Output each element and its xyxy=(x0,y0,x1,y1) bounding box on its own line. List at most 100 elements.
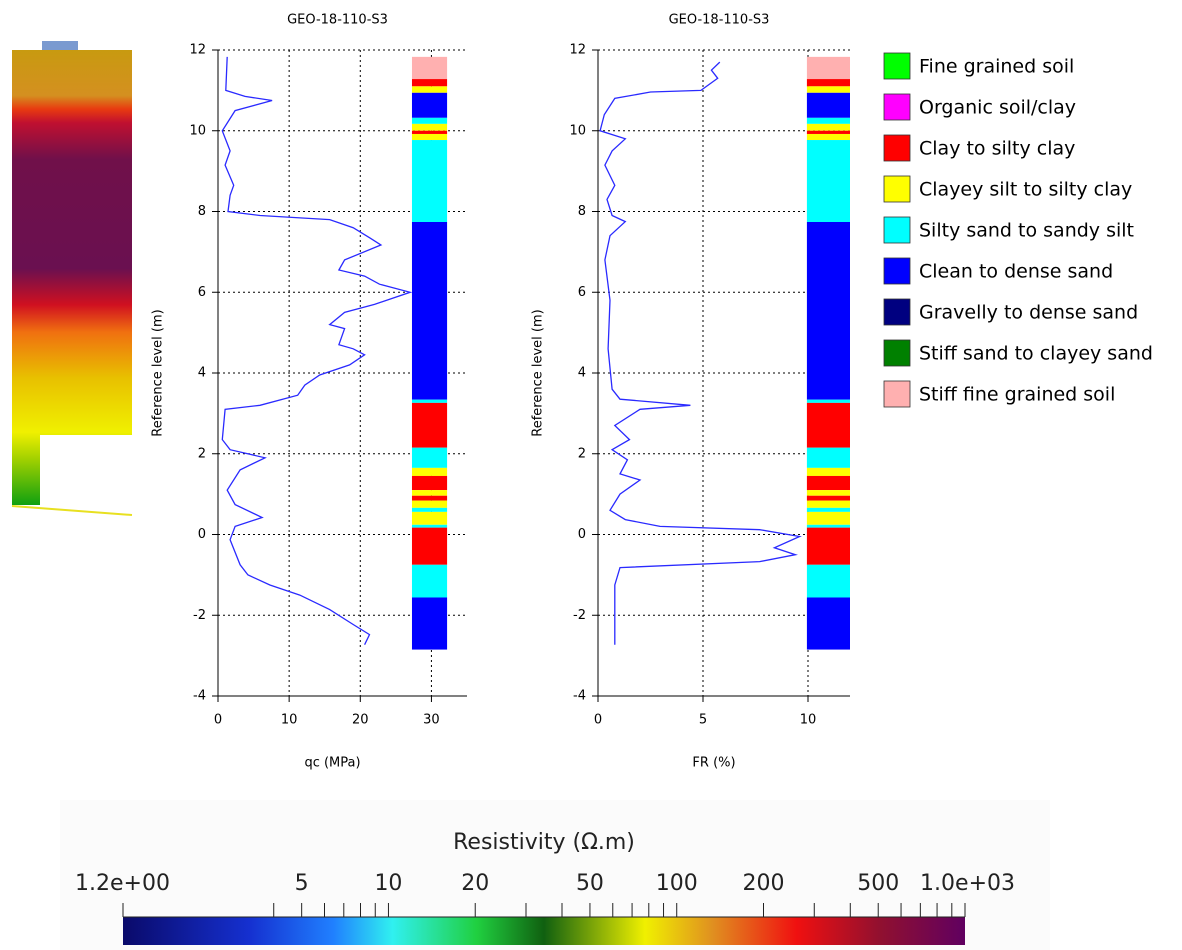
legend-label: Clayey silt to silty clay xyxy=(919,179,1132,201)
soil-layer xyxy=(806,507,850,512)
soil-layer xyxy=(411,507,448,512)
soil-layer xyxy=(806,79,850,87)
soil-layer xyxy=(411,56,448,80)
soil-layer xyxy=(806,447,850,468)
colorbar-tick-label: 500 xyxy=(857,871,899,896)
soil-layer xyxy=(806,527,850,565)
x-tick-label: 10 xyxy=(800,713,817,728)
x-tick-label: 20 xyxy=(352,713,369,728)
soil-layer xyxy=(806,500,850,508)
soil-layer xyxy=(411,524,448,528)
y-tick-label: -2 xyxy=(193,608,206,623)
legend-label: Gravelly to dense sand xyxy=(919,302,1138,324)
legend-label: Clay to silty clay xyxy=(919,138,1075,160)
x-tick-label: 0 xyxy=(214,713,222,728)
y-tick-label: 10 xyxy=(189,123,206,138)
x-tick-label: 30 xyxy=(423,713,440,728)
soil-layer xyxy=(411,117,448,124)
colorbar-tick-label: 50 xyxy=(576,871,604,896)
soil-layer xyxy=(411,495,448,501)
profile-line xyxy=(221,56,413,645)
legend: Fine grained soil Organic soil/clay Clay t… xyxy=(883,52,1153,408)
soil-layer xyxy=(806,140,850,222)
legend-swatch xyxy=(883,52,911,80)
legend-swatch xyxy=(883,380,911,408)
x-tick-label: 5 xyxy=(699,713,707,728)
soil-layer xyxy=(806,133,850,141)
section-line xyxy=(11,505,133,516)
soil-layer xyxy=(806,56,850,80)
x-tick-label: 10 xyxy=(281,713,298,728)
soil-layer xyxy=(806,511,850,525)
soil-layer xyxy=(806,597,850,650)
legend-swatch xyxy=(883,216,911,244)
soil-layer xyxy=(411,402,448,448)
soil-layer xyxy=(411,467,448,476)
section-body xyxy=(12,50,132,505)
x-tick-label: 0 xyxy=(594,713,602,728)
soil-layer xyxy=(411,475,448,491)
soil-layer xyxy=(806,402,850,448)
colorbar-axis: Resistivity (Ω.m) 1.2e+00 5 10 20 50 100 200 500… xyxy=(75,830,1015,918)
chart-title: GEO-18-110-S3 xyxy=(287,13,388,28)
y-tick-label: 8 xyxy=(578,204,586,219)
legend-label: Stiff fine grained soil xyxy=(919,384,1115,406)
soil-layer xyxy=(806,92,850,118)
legend-swatch xyxy=(883,339,911,367)
colorbar-tick-label: 1.2e+00 xyxy=(75,871,170,896)
legend-label: Organic soil/clay xyxy=(919,97,1076,119)
legend-swatch xyxy=(883,298,911,326)
soil-layer xyxy=(411,133,448,141)
y-tick-label: 6 xyxy=(578,285,586,300)
legend-swatch xyxy=(883,93,911,121)
soil-layer xyxy=(806,495,850,501)
legend-swatch xyxy=(883,175,911,203)
soil-layer xyxy=(806,490,850,496)
section-cap xyxy=(42,41,78,50)
soil-layer xyxy=(411,490,448,496)
resistivity-section xyxy=(11,41,133,516)
y-tick-label: 8 xyxy=(198,204,206,219)
y-tick-label: 4 xyxy=(578,366,586,381)
y-tick-label: 4 xyxy=(198,366,206,381)
soil-layer xyxy=(806,524,850,528)
colorbar-tick-label: 5 xyxy=(295,871,309,896)
colorbar-tick-label: 1.0e+03 xyxy=(920,871,1015,896)
y-tick-label: -2 xyxy=(573,608,586,623)
legend-label: Stiff sand to clayey sand xyxy=(919,343,1153,365)
y-tick-label: 6 xyxy=(198,285,206,300)
y-tick-label: 0 xyxy=(578,527,586,542)
soil-layer xyxy=(806,130,850,134)
legend-label: Silty sand to sandy silt xyxy=(919,220,1134,242)
colorbar xyxy=(123,917,965,945)
soil-layer xyxy=(411,511,448,525)
profile-line xyxy=(599,61,802,645)
chart-title: GEO-18-110-S3 xyxy=(669,13,770,28)
soil-layer xyxy=(411,130,448,134)
soil-layer xyxy=(411,399,448,403)
x-axis-label: FR (%) xyxy=(692,756,735,771)
colorbar-title: Resistivity (Ω.m) xyxy=(453,830,635,855)
legend-swatch xyxy=(883,257,911,285)
x-axis-label: qc (MPa) xyxy=(304,756,360,771)
soil-layer xyxy=(411,447,448,468)
y-tick-label: 12 xyxy=(189,43,206,58)
soil-layer xyxy=(411,500,448,508)
legend-label: Fine grained soil xyxy=(919,56,1074,78)
soil-layer xyxy=(806,123,850,131)
soil-layer xyxy=(411,221,448,400)
soil-layer xyxy=(806,221,850,400)
colorbar-tick-label: 100 xyxy=(656,871,698,896)
legend-label: Clean to dense sand xyxy=(919,261,1113,283)
y-tick-label: 12 xyxy=(569,43,586,58)
soil-layer xyxy=(806,86,850,93)
y-tick-label: -4 xyxy=(573,689,586,704)
y-tick-label: 2 xyxy=(578,446,586,461)
legend-swatch xyxy=(883,134,911,162)
soil-layer xyxy=(411,86,448,93)
y-axis-label: Reference level (m) xyxy=(531,309,546,436)
soil-layer xyxy=(806,475,850,491)
y-tick-label: 0 xyxy=(198,527,206,542)
soil-layer xyxy=(411,92,448,118)
colorbar-tick-label: 200 xyxy=(743,871,785,896)
